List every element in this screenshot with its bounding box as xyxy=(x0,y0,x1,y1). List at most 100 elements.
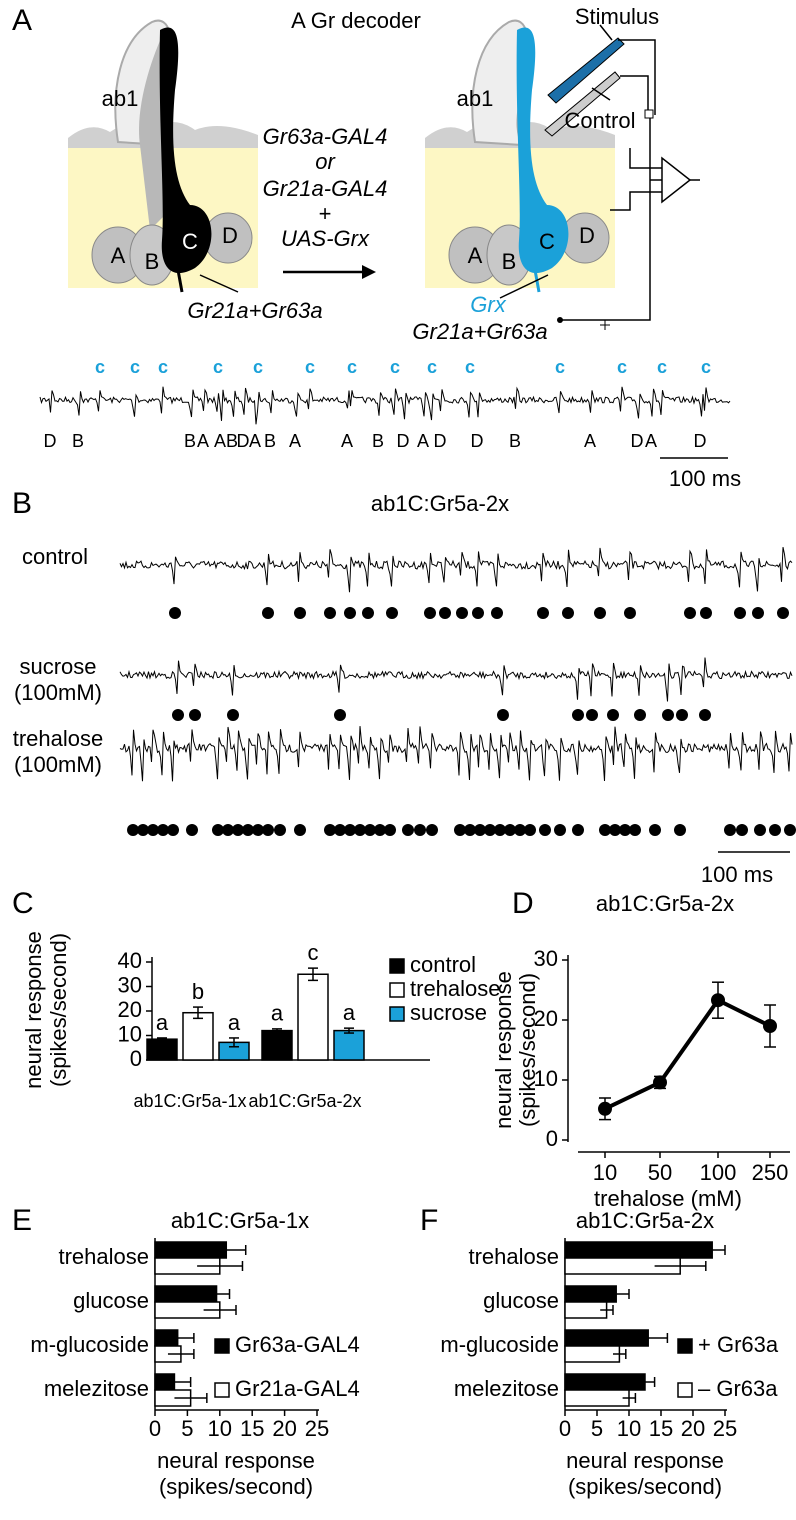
receptor-label: Gr21a+Gr63a xyxy=(412,319,547,344)
spike-dot xyxy=(539,824,551,836)
genotype: Gr21a-GAL4 xyxy=(263,176,388,201)
x-tick-label: 10 xyxy=(208,1416,232,1441)
spike-dot xyxy=(262,607,274,619)
y-tick-label: 30 xyxy=(118,972,142,997)
spike-dot xyxy=(724,824,736,836)
voltage-trace xyxy=(119,726,793,782)
bar xyxy=(333,1029,365,1061)
spike-dot xyxy=(699,709,711,721)
spike-dot xyxy=(344,824,356,836)
spike-label: c xyxy=(657,357,667,377)
spike-dot xyxy=(262,824,274,836)
spike-dot xyxy=(364,824,376,836)
spike-label: D xyxy=(631,431,644,451)
y-tick-label: melezitose xyxy=(454,1376,559,1401)
legend-label: Gr63a-GAL4 xyxy=(235,1332,360,1357)
spike-label: B xyxy=(226,431,238,451)
spike-dot xyxy=(344,607,356,619)
spike-dot xyxy=(752,607,764,619)
spike-dot xyxy=(464,824,476,836)
point xyxy=(653,1075,667,1090)
spike-dot xyxy=(454,824,466,836)
panel-label: B xyxy=(12,487,32,520)
spike-dot xyxy=(769,824,781,836)
trace-label: sucrose xyxy=(19,654,96,679)
spike-dot xyxy=(386,607,398,619)
y-tick-label: glucose xyxy=(73,1288,149,1313)
x-tick-label: ab1C:Gr5a-2x xyxy=(248,1091,361,1111)
spike-label: A xyxy=(214,431,226,451)
spike-dot xyxy=(167,824,179,836)
panel-label: F xyxy=(420,1204,438,1237)
point xyxy=(711,993,725,1008)
significance-label: b xyxy=(192,979,204,1004)
spike-label: c xyxy=(427,357,437,377)
spike-label: c xyxy=(347,357,357,377)
spike-dot xyxy=(777,607,789,619)
spike-label: c xyxy=(555,357,565,377)
spike-dot xyxy=(700,607,712,619)
bar xyxy=(564,1241,713,1259)
spike-label: B xyxy=(264,431,276,451)
genotype: + xyxy=(319,201,332,226)
genotype: UAS-Grx xyxy=(281,226,370,251)
spike-dot xyxy=(676,709,688,721)
spike-dot xyxy=(186,824,198,836)
spike-label: A xyxy=(645,431,657,451)
legend-swatch xyxy=(389,958,405,974)
pointer xyxy=(591,87,611,101)
y-tick-label: 30 xyxy=(534,946,558,971)
legend-swatch xyxy=(389,982,405,998)
spike-label: D xyxy=(434,431,447,451)
voltage-trace xyxy=(119,657,793,702)
pointer xyxy=(499,274,549,299)
spike-dot xyxy=(537,607,549,619)
trace-label: (100mM) xyxy=(14,752,102,777)
x-tick-label: 100 xyxy=(700,1160,737,1185)
spike-dot xyxy=(504,824,516,836)
chart-title: ab1C:Gr5a-2x xyxy=(596,891,734,916)
spike-label: D xyxy=(471,431,484,451)
legend-label: control xyxy=(410,952,476,977)
x-tick-label: 50 xyxy=(648,1160,672,1185)
schematic-left xyxy=(68,19,258,293)
x-axis-label: trehalose (mM) xyxy=(594,1186,742,1211)
spike-dot xyxy=(649,824,661,836)
spike-label: A xyxy=(289,431,301,451)
scale-label: 100 ms xyxy=(669,466,741,491)
sensillum-label: ab1 xyxy=(457,86,494,111)
x-tick-label: 5 xyxy=(181,1416,193,1441)
spike-dot xyxy=(474,824,486,836)
stimulus-label: Stimulus xyxy=(575,4,659,29)
genotype: Gr63a-GAL4 xyxy=(263,124,388,149)
spike-dot xyxy=(222,824,234,836)
legend-swatch xyxy=(214,1382,230,1398)
spike-dot xyxy=(494,824,506,836)
y-tick-label: 0 xyxy=(130,1046,142,1071)
y-tick-label: 20 xyxy=(118,997,142,1022)
pointer xyxy=(199,274,239,293)
spike-dot xyxy=(472,607,484,619)
neuron-label: B xyxy=(145,249,160,274)
spike-dot xyxy=(147,824,159,836)
spike-dot xyxy=(324,607,336,619)
spike-dot xyxy=(634,709,646,721)
spike-label: A xyxy=(584,431,596,451)
neuron-label: C xyxy=(539,229,555,254)
spike-dot xyxy=(294,607,306,619)
spike-dot xyxy=(439,607,451,619)
receptor-label: Gr21a+Gr63a xyxy=(187,298,322,323)
spike-dot xyxy=(127,824,139,836)
bar xyxy=(182,1011,214,1061)
bar xyxy=(564,1389,630,1407)
y-axis-label: (spikes/second) xyxy=(515,973,540,1127)
bar xyxy=(564,1373,646,1391)
spike-dot xyxy=(232,824,244,836)
y-tick-label: 0 xyxy=(546,1126,558,1151)
spike-dot xyxy=(414,824,426,836)
arrow-head xyxy=(362,265,376,279)
spike-label: B xyxy=(509,431,521,451)
spike-dot xyxy=(491,607,503,619)
spike-dot xyxy=(586,709,598,721)
spike-dot xyxy=(629,824,641,836)
